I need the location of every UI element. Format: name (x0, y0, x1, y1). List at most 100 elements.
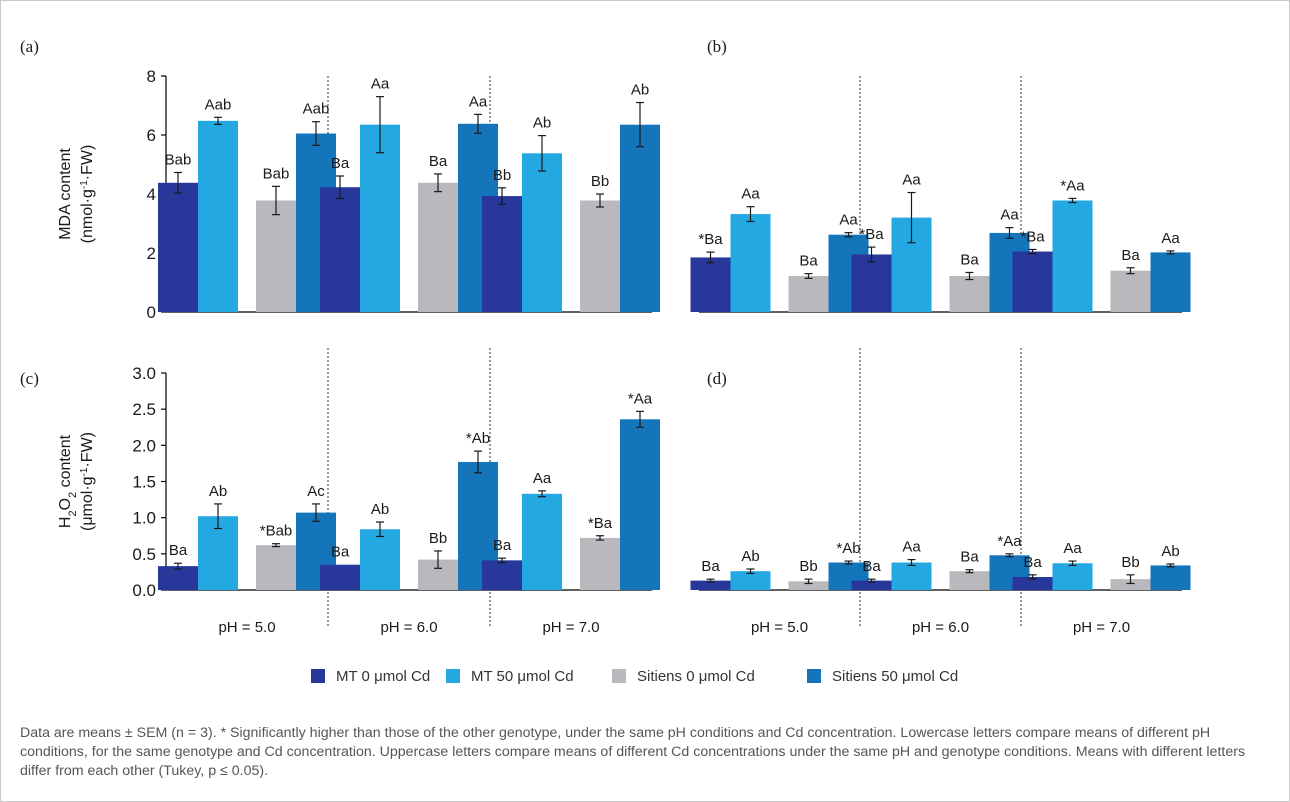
bar (158, 182, 198, 312)
bar-data-label: Ab (741, 548, 759, 565)
bar (256, 545, 296, 590)
legend-label: MT 50 μmol Cd (471, 668, 574, 685)
y-tick-label: 2 (147, 244, 156, 263)
bar-data-label: Bb (429, 530, 447, 547)
bar-data-label: Ba (169, 542, 188, 559)
bar (851, 254, 892, 312)
bar (418, 182, 458, 312)
bar (730, 571, 771, 590)
x-group-label: pH = 5.0 (751, 619, 808, 636)
bar-data-label: Bb (493, 167, 511, 184)
y-axis-label: MDA content (57, 148, 74, 240)
y-axis-unit-part: (nmol·g (79, 189, 96, 243)
panel-label: (a) (20, 37, 39, 56)
bar (1052, 563, 1093, 590)
legend-swatch (311, 669, 325, 683)
legend-swatch (446, 669, 460, 683)
bar-data-label: Ba (1023, 554, 1042, 571)
bar (1012, 576, 1053, 590)
y-axis-unit-part: ·FW) (79, 432, 96, 468)
bar-data-label: Aab (303, 101, 330, 118)
y-tick-label: 6 (147, 126, 156, 145)
bar-data-label: Aa (1000, 207, 1019, 224)
bar (949, 276, 990, 312)
bar (158, 566, 198, 590)
bar-data-label: Ab (1161, 543, 1179, 560)
legend-label: Sitiens 50 μmol Cd (832, 668, 958, 685)
bar-data-label: Ba (429, 153, 448, 170)
bar-data-label: Bb (591, 173, 609, 190)
bar (891, 562, 932, 590)
bar (360, 529, 400, 590)
bar (580, 200, 620, 312)
bar (949, 571, 990, 590)
y-axis-label-part: H (57, 517, 74, 529)
bar-data-label: Bb (1121, 554, 1139, 571)
y-tick-label: 0.0 (132, 581, 156, 600)
y-axis-label-part: O (57, 498, 74, 510)
bar (788, 581, 829, 590)
y-axis-unit-part: (μmol·g (79, 476, 96, 531)
bar (522, 153, 562, 312)
bar (320, 564, 360, 590)
bar-data-label: *Aa (997, 533, 1022, 550)
bar-data-label: *Ba (588, 515, 613, 532)
bar-data-label: Aa (902, 172, 921, 189)
bar-data-label: *Aa (628, 390, 653, 407)
bar (360, 124, 400, 312)
bar (730, 214, 771, 312)
y-axis-label: H2O2 content (57, 434, 79, 528)
y-tick-label: 0 (147, 303, 156, 322)
bar-data-label: Aa (1063, 540, 1082, 557)
x-group-label: pH = 7.0 (542, 619, 599, 636)
bar-data-label: Aa (902, 539, 921, 556)
bar-data-label: Ba (701, 558, 720, 575)
bar (1110, 270, 1151, 312)
bar-data-label: *Ba (859, 226, 884, 243)
bar-data-label: Ab (209, 483, 227, 500)
bar (788, 276, 829, 312)
y-tick-label: 2.0 (132, 436, 156, 455)
legend-swatch (807, 669, 821, 683)
bar-data-label: *Ba (698, 231, 723, 248)
bar-data-label: Aa (371, 76, 390, 93)
bar (198, 120, 238, 312)
bar (320, 187, 360, 312)
panel-label: (b) (707, 37, 727, 56)
y-tick-label: 3.0 (132, 364, 156, 383)
bar-data-label: Ac (307, 483, 325, 500)
y-axis-label-part: content (57, 434, 74, 491)
x-group-label: pH = 6.0 (380, 619, 437, 636)
bar (1150, 565, 1191, 590)
y-axis-unit-part: ·FW) (79, 145, 96, 181)
bar-data-label: Ba (960, 251, 979, 268)
figure-caption: Data are means ± SEM (n = 3). * Signific… (20, 725, 1246, 779)
bar-data-label: *Aa (1060, 177, 1085, 194)
bar-data-label: Bab (263, 165, 290, 182)
bar-data-label: *Ab (466, 430, 490, 447)
y-tick-label: 2.5 (132, 400, 156, 419)
bar-data-label: Ba (960, 549, 979, 566)
bar-data-label: Ba (331, 544, 350, 561)
y-axis-label-part: 2 (67, 510, 79, 516)
panel-label: (d) (707, 369, 727, 388)
x-group-label: pH = 7.0 (1073, 619, 1130, 636)
legend-label: MT 0 μmol Cd (336, 668, 430, 685)
bar (522, 493, 562, 590)
bar-data-label: *Bab (260, 523, 293, 540)
bar (1012, 251, 1053, 312)
bar (1150, 252, 1191, 312)
bar (482, 196, 522, 312)
bar (690, 257, 731, 312)
bar-data-label: Ba (799, 253, 818, 270)
bar (580, 537, 620, 590)
x-group-label: pH = 6.0 (912, 619, 969, 636)
y-axis-unit: (nmol·g-1·FW) (79, 145, 97, 244)
legend-swatch (612, 669, 626, 683)
bar (256, 200, 296, 312)
bar-data-label: Ab (631, 82, 649, 99)
y-tick-label: 0.5 (132, 545, 156, 564)
bar-data-label: Aa (741, 186, 760, 203)
bar-data-label: Ab (533, 115, 551, 132)
